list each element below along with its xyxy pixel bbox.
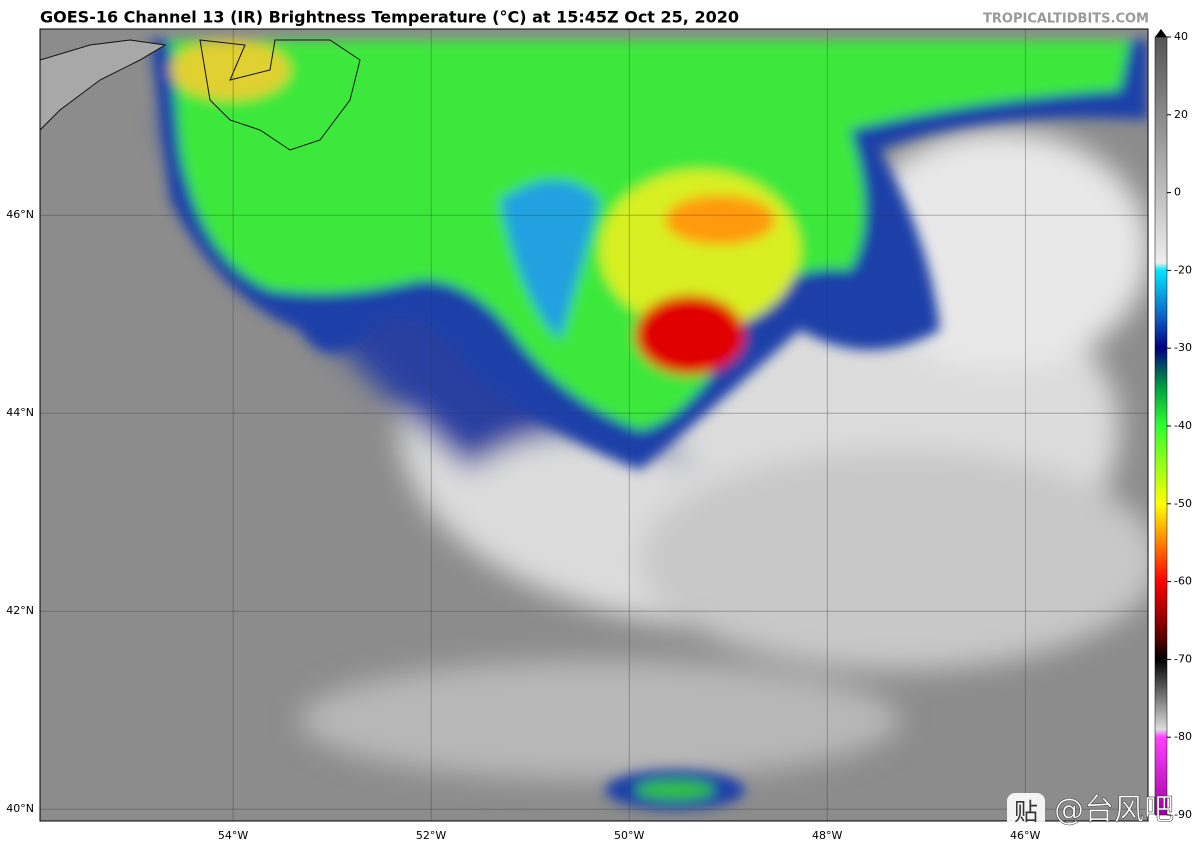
colorbar-tick-label: 20 (1174, 108, 1188, 121)
colorbar-tick-label: -30 (1174, 341, 1192, 354)
colorbar-tick-label: 0 (1174, 186, 1181, 199)
colorbar-tick-label: -70 (1174, 652, 1192, 665)
lon-label: 54°W (218, 829, 248, 842)
colorbar-tick-label: -40 (1174, 419, 1192, 432)
colorbar-tick-label: -60 (1174, 575, 1192, 588)
lon-label: 46°W (1010, 829, 1040, 842)
lon-label: 48°W (812, 829, 842, 842)
watermark-text: @台风吧 (1054, 793, 1174, 828)
title: GOES-16 Channel 13 (IR) Brightness Tempe… (40, 8, 739, 27)
satellite-image (40, 29, 1148, 821)
lon-label: 52°W (416, 829, 446, 842)
colorbar-tick-label: -20 (1174, 263, 1192, 276)
lat-label: 46°N (6, 208, 34, 221)
colorbar (1154, 36, 1168, 816)
source: TROPICALTIDBITS.COM (983, 12, 1149, 27)
lat-label: 42°N (6, 604, 34, 617)
lat-label: 44°N (6, 406, 34, 419)
colorbar-tick-label: 40 (1174, 30, 1188, 43)
map-frame (39, 28, 1149, 822)
colorbar-tick-label: -90 (1174, 808, 1192, 821)
colorbar-extend (1155, 29, 1167, 37)
watermark-icon: 贴 (1014, 798, 1038, 826)
colorbar-tick-label: -50 (1174, 497, 1192, 510)
colorbar-tick-label: -80 (1174, 730, 1192, 743)
lat-label: 40°N (6, 802, 34, 815)
watermark: 贴 @台风吧 (1007, 792, 1174, 831)
lon-label: 50°W (614, 829, 644, 842)
